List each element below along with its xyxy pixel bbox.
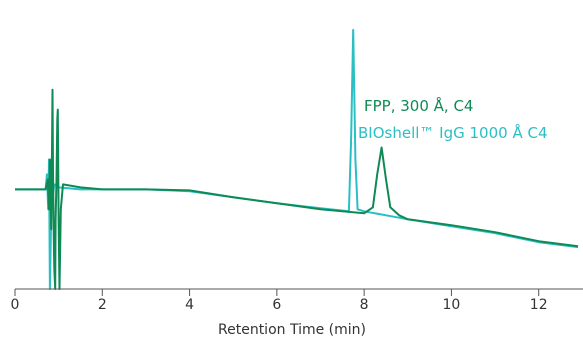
x-tick-label: 12 xyxy=(530,297,548,313)
x-tick-label: 0 xyxy=(11,297,20,313)
x-tick-label: 6 xyxy=(272,297,281,313)
x-axis-title: Retention Time (min) xyxy=(218,322,366,338)
x-tick-label: 4 xyxy=(185,297,194,313)
x-ticks: 0 2 4 6 8 10 12 xyxy=(11,289,548,313)
legend-entry-bioshell: BIOshell™ IgG 1000 Å C4 xyxy=(358,123,548,142)
x-tick-label: 2 xyxy=(98,297,107,313)
x-tick-label: 8 xyxy=(360,297,369,313)
series-line-bioshell xyxy=(15,28,579,290)
legend-entry-fpp: FPP, 300 Å, C4 xyxy=(364,96,473,115)
series-line-fpp xyxy=(15,88,579,290)
x-tick-label: 10 xyxy=(443,297,461,313)
series-layer xyxy=(15,28,579,290)
